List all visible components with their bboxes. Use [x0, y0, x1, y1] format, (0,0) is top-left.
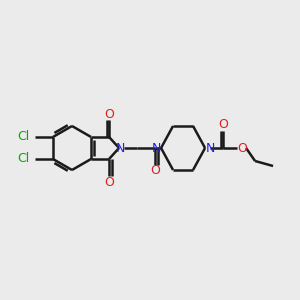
Text: Cl: Cl [17, 152, 29, 166]
Text: O: O [104, 176, 114, 188]
Text: N: N [206, 142, 215, 154]
Text: O: O [150, 164, 160, 178]
Text: N: N [152, 142, 161, 154]
Text: O: O [237, 142, 247, 154]
Text: O: O [104, 107, 114, 121]
Text: N: N [116, 142, 125, 154]
Text: Cl: Cl [17, 130, 29, 143]
Text: O: O [218, 118, 228, 131]
